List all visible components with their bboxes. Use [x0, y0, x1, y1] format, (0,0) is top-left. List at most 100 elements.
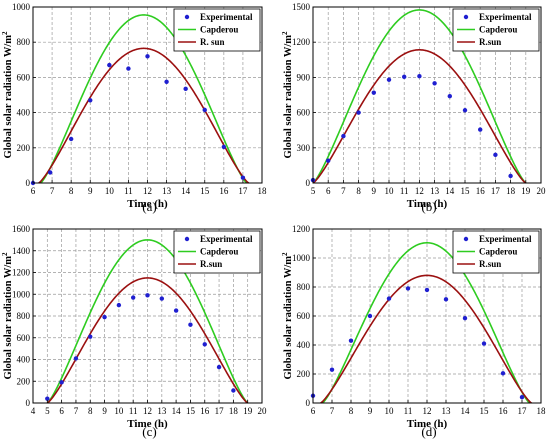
- x-tick-label: 18: [506, 186, 516, 196]
- x-tick-label: 6: [326, 186, 331, 196]
- data-point: [356, 110, 361, 115]
- data-point: [73, 356, 79, 361]
- y-tick-label: 0: [306, 398, 311, 408]
- x-tick-label: 19: [243, 406, 253, 416]
- panel-label: (b): [421, 199, 436, 214]
- x-tick-label: 14: [461, 406, 471, 416]
- x-tick-label: 16: [219, 186, 229, 196]
- data-point: [107, 62, 112, 68]
- y-tick-label: 1000: [292, 253, 311, 263]
- data-point: [386, 77, 392, 82]
- x-tick-label: 13: [162, 186, 172, 196]
- data-point: [508, 173, 513, 179]
- data-point: [47, 170, 53, 175]
- data-point: [130, 295, 136, 300]
- x-tick-label: 10: [385, 406, 395, 416]
- x-tick-label: 14: [181, 186, 191, 196]
- series-line-capderou: [40, 14, 248, 184]
- y-tick-label: 1500: [292, 2, 311, 12]
- x-tick-label: 5: [311, 186, 316, 196]
- y-tick-label: 0: [306, 178, 311, 188]
- y-tick-label: 400: [297, 340, 311, 350]
- data-point: [500, 371, 506, 376]
- data-point: [326, 158, 331, 163]
- legend-entry: Capderou: [479, 25, 517, 35]
- x-tick-label: 18: [537, 406, 547, 416]
- legend-entry: Capderou: [200, 25, 238, 35]
- x-tick-label: 11: [400, 186, 409, 196]
- x-tick-label: 9: [88, 186, 93, 196]
- x-tick-label: 10: [114, 406, 124, 416]
- x-tick-label: 10: [105, 186, 115, 196]
- legend-marker: [463, 236, 469, 242]
- x-axis-label: Time (h): [407, 198, 448, 210]
- x-tick-label: 11: [124, 186, 133, 196]
- data-point: [478, 127, 483, 132]
- x-tick-label: 12: [143, 186, 152, 196]
- x-tick-label: 9: [102, 406, 107, 416]
- x-tick-label: 20: [258, 406, 268, 416]
- y-tick-label: 400: [17, 355, 31, 365]
- y-tick-label: 600: [17, 333, 31, 343]
- data-point: [216, 364, 222, 370]
- legend-entry: R. sun: [200, 37, 225, 47]
- data-point: [164, 79, 169, 85]
- y-tick-label: 800: [17, 311, 31, 321]
- series-line-capderou: [46, 239, 249, 404]
- x-tick-label: 11: [129, 406, 138, 416]
- data-point: [221, 144, 227, 150]
- data-point: [462, 108, 468, 113]
- panel-label: (c): [142, 424, 156, 439]
- data-point: [329, 367, 335, 372]
- y-tick-label: 600: [297, 108, 311, 118]
- x-tick-label: 13: [430, 186, 440, 196]
- legend-entry: R.sun: [479, 259, 501, 269]
- y-tick-label: 800: [297, 282, 311, 292]
- x-tick-label: 19: [521, 186, 531, 196]
- data-point: [367, 313, 373, 319]
- x-tick-label: 12: [423, 406, 432, 416]
- legend-marker: [184, 14, 190, 20]
- panel-label: (a): [142, 199, 156, 214]
- data-point: [45, 396, 50, 401]
- x-tick-label: 15: [200, 186, 210, 196]
- x-tick-label: 13: [442, 406, 452, 416]
- x-axis-label: Time (h): [407, 418, 448, 430]
- data-point: [432, 81, 437, 86]
- data-point: [145, 293, 150, 298]
- data-point: [59, 380, 64, 385]
- data-point: [88, 98, 93, 103]
- x-tick-label: 17: [491, 186, 501, 196]
- axes-frame: [312, 6, 542, 184]
- data-point: [102, 314, 107, 320]
- x-tick-label: 20: [537, 186, 547, 196]
- data-point: [443, 297, 449, 302]
- y-tick-label: 1400: [12, 246, 31, 256]
- x-tick-label: 8: [69, 186, 74, 196]
- y-tick-label: 1000: [12, 2, 31, 12]
- series-line-r-sun: [312, 49, 527, 184]
- y-tick-label: 600: [297, 311, 311, 321]
- series-line-r-sun: [320, 274, 532, 404]
- chart-panel-3: 4 5 6 7 8 9 10 11 12 13 14 15 16 17 18 19 20020040060080…: [1, 224, 267, 439]
- y-tick-label: 1600: [12, 224, 31, 234]
- x-tick-label: 14: [172, 406, 182, 416]
- x-tick-label: 7: [50, 186, 55, 196]
- data-point: [116, 302, 122, 308]
- x-tick-label: 13: [157, 406, 167, 416]
- x-tick-label: 6: [31, 186, 36, 196]
- data-point: [159, 296, 165, 301]
- series-line-r-sun: [46, 277, 249, 404]
- y-axis-label: Global solar radiation W/m2: [281, 31, 294, 159]
- x-tick-label: 4: [31, 406, 36, 416]
- x-tick-label: 15: [186, 406, 196, 416]
- data-point: [481, 341, 487, 346]
- series-line-capderou: [312, 9, 527, 184]
- x-tick-label: 8: [356, 186, 361, 196]
- x-axis-label: Time (h): [127, 418, 168, 430]
- x-tick-label: 9: [368, 406, 373, 416]
- legend-entry: Experimental: [479, 234, 532, 244]
- y-axis-label: Global solar radiation W/m2: [1, 31, 14, 159]
- y-tick-label: 400: [17, 108, 31, 118]
